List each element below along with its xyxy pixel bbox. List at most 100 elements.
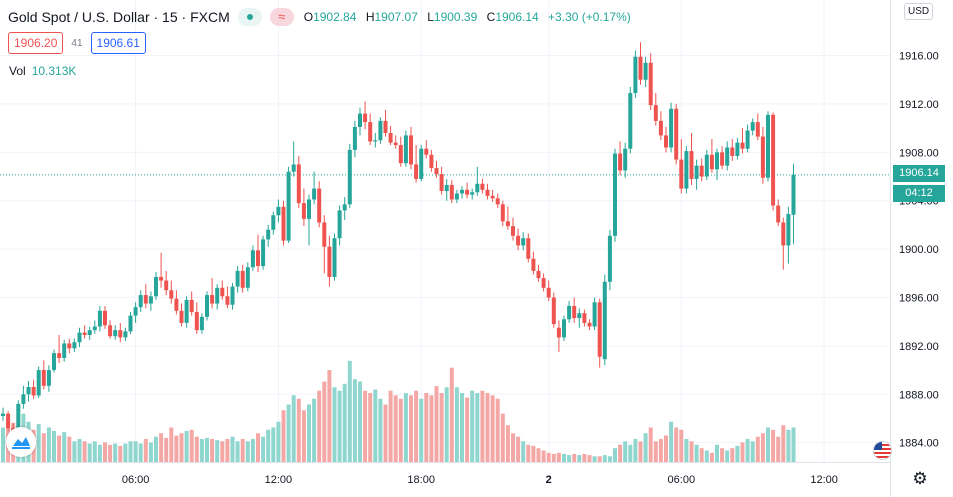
candle [347,149,352,205]
volume-bar [607,456,612,462]
volume-bar [725,450,730,462]
candle [771,114,776,206]
candle [220,287,225,297]
candle [414,164,419,179]
volume-bar [720,448,725,462]
ask-price-button[interactable]: 1906.61 [90,32,146,54]
candle [505,221,510,227]
volume-bar [363,390,368,462]
candle [465,189,470,195]
wave-icon[interactable]: ≈ [269,8,294,26]
candle [87,330,92,335]
volume-bar [419,398,424,462]
candle [363,113,368,123]
bid-price-button[interactable]: 1906.20 [8,32,64,54]
candle [245,267,250,288]
candle [388,132,393,143]
volume-bar [118,445,123,462]
candle [653,105,658,121]
candle [143,295,148,304]
volume-bar [97,444,102,462]
volume-bar [531,445,536,462]
candle [31,387,36,396]
tradingview-logo-icon[interactable] [6,427,36,457]
volume-bar [664,435,668,462]
volume-bar [358,381,362,462]
candle [434,168,439,175]
volume-bar [154,436,158,462]
eye-icon[interactable] [237,8,262,26]
candle [398,145,403,164]
candle [194,312,199,331]
volume-bar [684,439,689,462]
x-tick-label: 06:00 [668,474,696,486]
symbol-title[interactable]: Gold Spot / U.S. Dollar · 15 · FXCM [8,9,230,25]
candle [556,327,561,338]
volume-bar [669,421,674,462]
volume-bar [281,410,286,462]
currency-selector[interactable]: USD [904,3,934,20]
candle [92,326,97,331]
volume-value: 10.313K [31,64,77,78]
candle [490,195,495,199]
y-tick-label: 1912.00 [899,99,939,111]
candle [720,152,725,166]
candle [266,229,271,240]
volume-bar [189,429,194,462]
volume-bar [123,443,128,462]
y-tick-label: 1900.00 [899,244,939,256]
candle [261,239,266,267]
volume-bar [429,395,434,462]
volume-bar [674,427,679,462]
volume-bar [266,429,271,462]
candle [638,56,643,80]
candle [148,296,153,304]
candle [108,325,113,337]
volume-bar [444,387,449,462]
candle [103,310,107,326]
volume-bar [638,441,643,462]
y-tick-label: 1908.00 [899,147,939,159]
volume-bar [628,444,633,462]
volume-bar [179,433,184,462]
volume-bar [108,444,113,462]
y-tick-label: 1888.00 [899,389,939,401]
candle [709,154,714,170]
volume-bar [67,436,72,462]
volume-bar [210,439,215,462]
candle [618,153,623,171]
volume-bar [694,444,699,462]
volume-bar [699,448,704,462]
us-flag-icon[interactable] [873,441,892,460]
gear-icon[interactable]: ⚙ [912,469,928,488]
candle [6,413,11,429]
candle [97,310,102,327]
volume-bar [62,432,67,462]
volume-bar [215,440,220,462]
volume-bar [46,427,51,462]
candle [500,204,505,222]
candle [648,62,653,106]
volume-bar [490,395,495,462]
candle [587,322,592,327]
candle [230,286,235,305]
candle [419,148,424,179]
x-tick-label: 06:00 [122,474,150,486]
volume-bar [337,390,342,462]
volume-bar [403,393,408,462]
x-tick-label: 2 [546,474,552,486]
volume-bar [449,367,454,462]
candle [536,270,541,279]
candle [704,154,709,177]
candle [485,189,490,196]
volume-legend[interactable]: Vol 10.313K [9,64,76,78]
candle [118,330,123,338]
candle [572,305,577,319]
candle [301,203,306,219]
volume-bar [776,436,781,462]
bar-countdown: 04:12 [893,185,945,202]
candle [760,136,765,178]
candle [358,113,362,127]
volume-bar [312,398,317,462]
